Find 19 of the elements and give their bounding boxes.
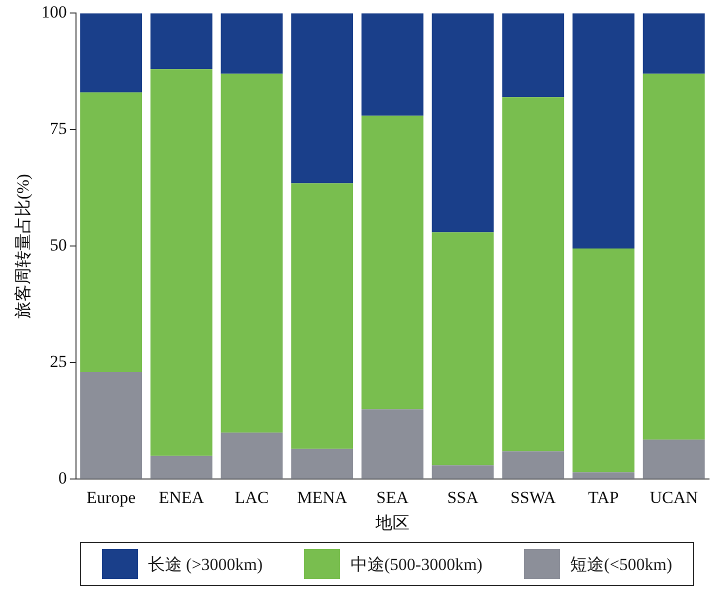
y-tick-label: 50 bbox=[50, 236, 67, 255]
y-tick-label: 25 bbox=[50, 352, 67, 372]
x-tick-label: SSA bbox=[447, 488, 480, 507]
x-tick-label: Europe bbox=[86, 488, 136, 507]
legend-label: 长途 (>3000km) bbox=[148, 554, 263, 576]
x-axis-title: 地区 bbox=[374, 513, 410, 532]
x-tick-label: TAP bbox=[588, 488, 619, 507]
y-tick-label: 0 bbox=[58, 468, 67, 488]
y-tick-label: 100 bbox=[41, 2, 67, 22]
x-tick-label: MENA bbox=[297, 488, 348, 507]
legend-label: 短途(<500km) bbox=[570, 554, 672, 576]
x-tick-label: LAC bbox=[234, 488, 269, 507]
y-axis-title: 旅客周转量占比(%) bbox=[14, 174, 33, 318]
x-tick-label: ENEA bbox=[158, 488, 205, 507]
legend-label: 中途(500-3000km) bbox=[350, 554, 482, 576]
x-tick-label: UCAN bbox=[650, 488, 698, 507]
x-tick-label: SEA bbox=[376, 488, 410, 507]
y-tick-label: 75 bbox=[50, 119, 67, 138]
x-tick-label: SSWA bbox=[510, 488, 557, 507]
